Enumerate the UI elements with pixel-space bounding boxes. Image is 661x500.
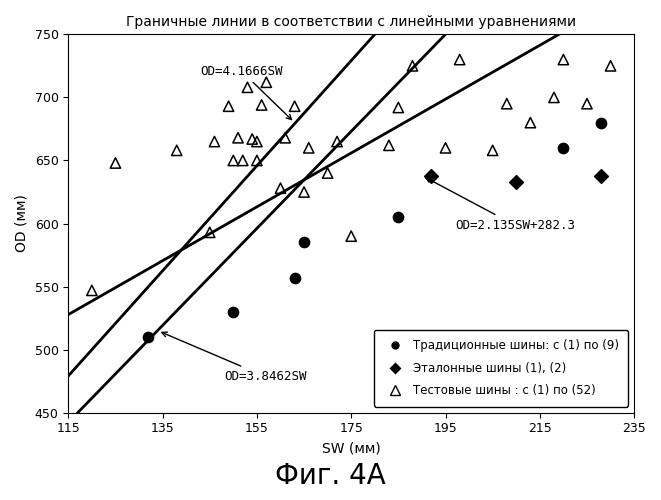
Point [204,228,215,236]
Point [502,100,512,108]
Point [171,146,182,154]
Point [247,135,258,143]
Legend: Традиционные шины: с (1) по (9), Эталонные шины (1), (2), Тестовые шины : с (1) : Традиционные шины: с (1) по (9), Эталонн… [374,330,628,407]
Point [143,333,154,341]
Point [454,56,465,64]
Text: Фиг. 4А: Фиг. 4А [275,462,386,490]
Point [233,134,243,142]
Point [393,213,404,221]
Point [252,156,262,164]
Point [261,78,272,86]
Point [487,146,498,154]
Point [303,144,314,152]
Point [242,84,253,92]
Point [440,144,451,152]
X-axis label: SW (мм): SW (мм) [322,441,381,455]
Text: OD=3.8462SW: OD=3.8462SW [162,332,307,383]
Point [511,178,522,186]
Point [299,238,309,246]
Point [558,144,568,152]
Point [228,156,239,164]
Point [393,104,404,112]
Point [290,102,300,110]
Point [549,94,559,102]
Text: OD=2.135SW+282.3: OD=2.135SW+282.3 [426,178,575,232]
Text: OD=4.1666SW: OD=4.1666SW [200,64,292,120]
Point [525,118,535,126]
Point [605,62,616,70]
Point [332,138,342,145]
Point [87,286,97,294]
Point [223,102,234,110]
Point [558,56,568,64]
Point [275,184,286,192]
Point [209,138,219,145]
Point [228,308,239,316]
Title: Граничные линии в соответствии с линейными уравнениями: Граничные линии в соответствии с линейны… [126,15,576,29]
Point [407,62,418,70]
Point [299,188,309,196]
Point [582,100,592,108]
Point [596,172,606,179]
Point [383,142,394,150]
Point [323,169,333,177]
Point [252,138,262,145]
Y-axis label: OD (мм): OD (мм) [15,194,29,252]
Point [237,156,248,164]
Point [290,274,300,282]
Point [110,159,121,167]
Point [256,101,267,109]
Point [426,172,437,179]
Point [280,134,290,142]
Point [346,232,356,240]
Point [596,118,606,126]
